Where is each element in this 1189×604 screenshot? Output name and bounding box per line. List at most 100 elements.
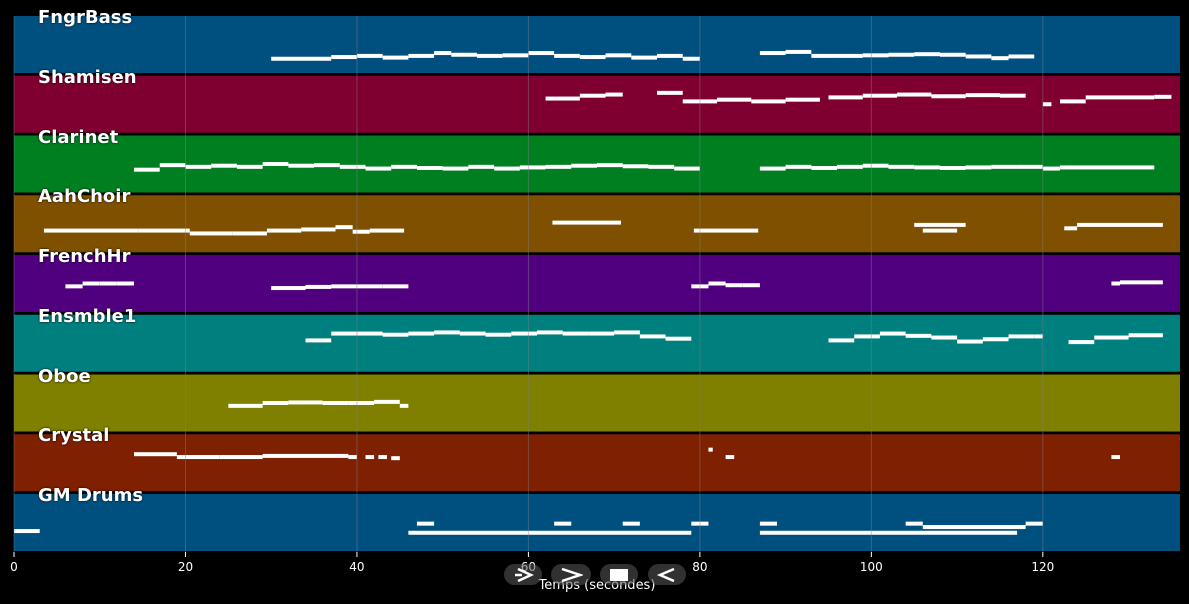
track-lane — [14, 314, 1180, 372]
note-mark — [236, 164, 263, 169]
note-mark — [322, 401, 349, 405]
note-mark — [922, 525, 1026, 530]
play-icon — [561, 567, 583, 582]
note-mark — [1111, 455, 1120, 460]
note-mark — [14, 529, 40, 534]
note-mark — [416, 521, 435, 526]
note-mark — [1059, 99, 1086, 104]
note-mark — [939, 165, 966, 170]
track-lane — [14, 374, 1180, 432]
note-mark — [399, 403, 409, 408]
note-mark — [1119, 280, 1163, 285]
note-mark — [665, 336, 692, 341]
note-mark — [785, 164, 812, 169]
note-mark — [811, 53, 838, 58]
note-mark — [708, 281, 726, 286]
note-mark — [914, 222, 966, 227]
note-mark — [305, 56, 332, 61]
note-mark — [382, 55, 409, 60]
note-mark — [854, 334, 880, 339]
note-mark — [65, 284, 83, 289]
note-mark — [301, 227, 336, 232]
note-mark — [837, 53, 863, 58]
note-mark — [897, 92, 932, 97]
note-mark — [1034, 334, 1043, 339]
note-mark — [1068, 340, 1095, 345]
rewind-button[interactable] — [648, 564, 686, 585]
note-mark — [571, 163, 597, 168]
note-mark — [314, 163, 340, 168]
note-mark — [266, 228, 302, 233]
track-label: Shamisen — [38, 66, 137, 88]
note-mark — [348, 401, 375, 405]
note-mark — [965, 93, 1000, 98]
note-mark — [511, 331, 537, 336]
note-mark — [365, 455, 375, 460]
note-mark — [134, 452, 177, 457]
note-mark — [382, 332, 409, 337]
x-tick-label: 80 — [692, 560, 708, 574]
note-mark — [305, 338, 332, 343]
x-tick-label: 20 — [177, 560, 194, 574]
note-mark — [1008, 334, 1035, 339]
note-mark — [459, 331, 486, 336]
x-tick-label: 120 — [1031, 560, 1055, 574]
note-mark — [828, 338, 855, 343]
note-mark — [408, 53, 435, 58]
note-mark — [1064, 226, 1078, 231]
note-mark — [519, 165, 546, 170]
note-mark — [211, 163, 237, 168]
note-mark — [657, 53, 683, 58]
track-label: GM Drums — [38, 485, 144, 506]
note-mark — [725, 455, 735, 460]
note-mark — [554, 521, 572, 526]
note-mark — [879, 331, 906, 336]
note-mark — [1119, 95, 1155, 100]
note-mark — [356, 284, 383, 289]
note-mark — [494, 166, 520, 171]
note-mark — [639, 334, 666, 339]
note-mark — [991, 164, 1018, 169]
track-label: Ensmble1 — [38, 305, 137, 327]
note-mark — [1128, 333, 1163, 338]
note-mark — [742, 283, 760, 288]
note-mark — [331, 331, 357, 336]
note-mark — [408, 331, 435, 336]
note-mark — [991, 56, 1009, 61]
play-button[interactable] — [551, 564, 591, 585]
note-mark — [1042, 166, 1060, 171]
note-mark — [408, 530, 692, 535]
note-mark — [708, 447, 713, 452]
note-mark — [99, 281, 117, 286]
note-mark — [1059, 165, 1155, 170]
note-mark — [837, 164, 863, 169]
note-mark — [305, 453, 349, 458]
note-mark — [176, 455, 220, 460]
note-mark — [982, 337, 1009, 342]
note-mark — [288, 163, 315, 168]
note-mark — [451, 52, 477, 57]
step-back-button[interactable] — [504, 564, 542, 585]
note-mark — [648, 164, 675, 169]
note-mark — [305, 284, 332, 289]
note-mark — [185, 164, 212, 169]
note-mark — [939, 52, 966, 57]
note-mark — [434, 51, 452, 56]
piano-roll — [13, 16, 1180, 557]
note-mark — [365, 166, 392, 171]
note-mark — [352, 229, 370, 234]
note-mark — [579, 55, 606, 60]
note-mark — [759, 51, 786, 56]
note-mark — [442, 166, 469, 171]
note-mark — [44, 228, 139, 233]
note-mark — [914, 52, 940, 57]
track-label: Clarinet — [38, 126, 119, 148]
note-mark — [262, 453, 306, 458]
note-mark — [331, 55, 357, 60]
note-mark — [138, 228, 190, 233]
stop-button[interactable] — [600, 564, 638, 585]
note-mark — [1025, 521, 1043, 526]
track-label: FngrBass — [38, 7, 133, 28]
note-mark — [382, 284, 409, 289]
note-mark — [905, 333, 932, 338]
